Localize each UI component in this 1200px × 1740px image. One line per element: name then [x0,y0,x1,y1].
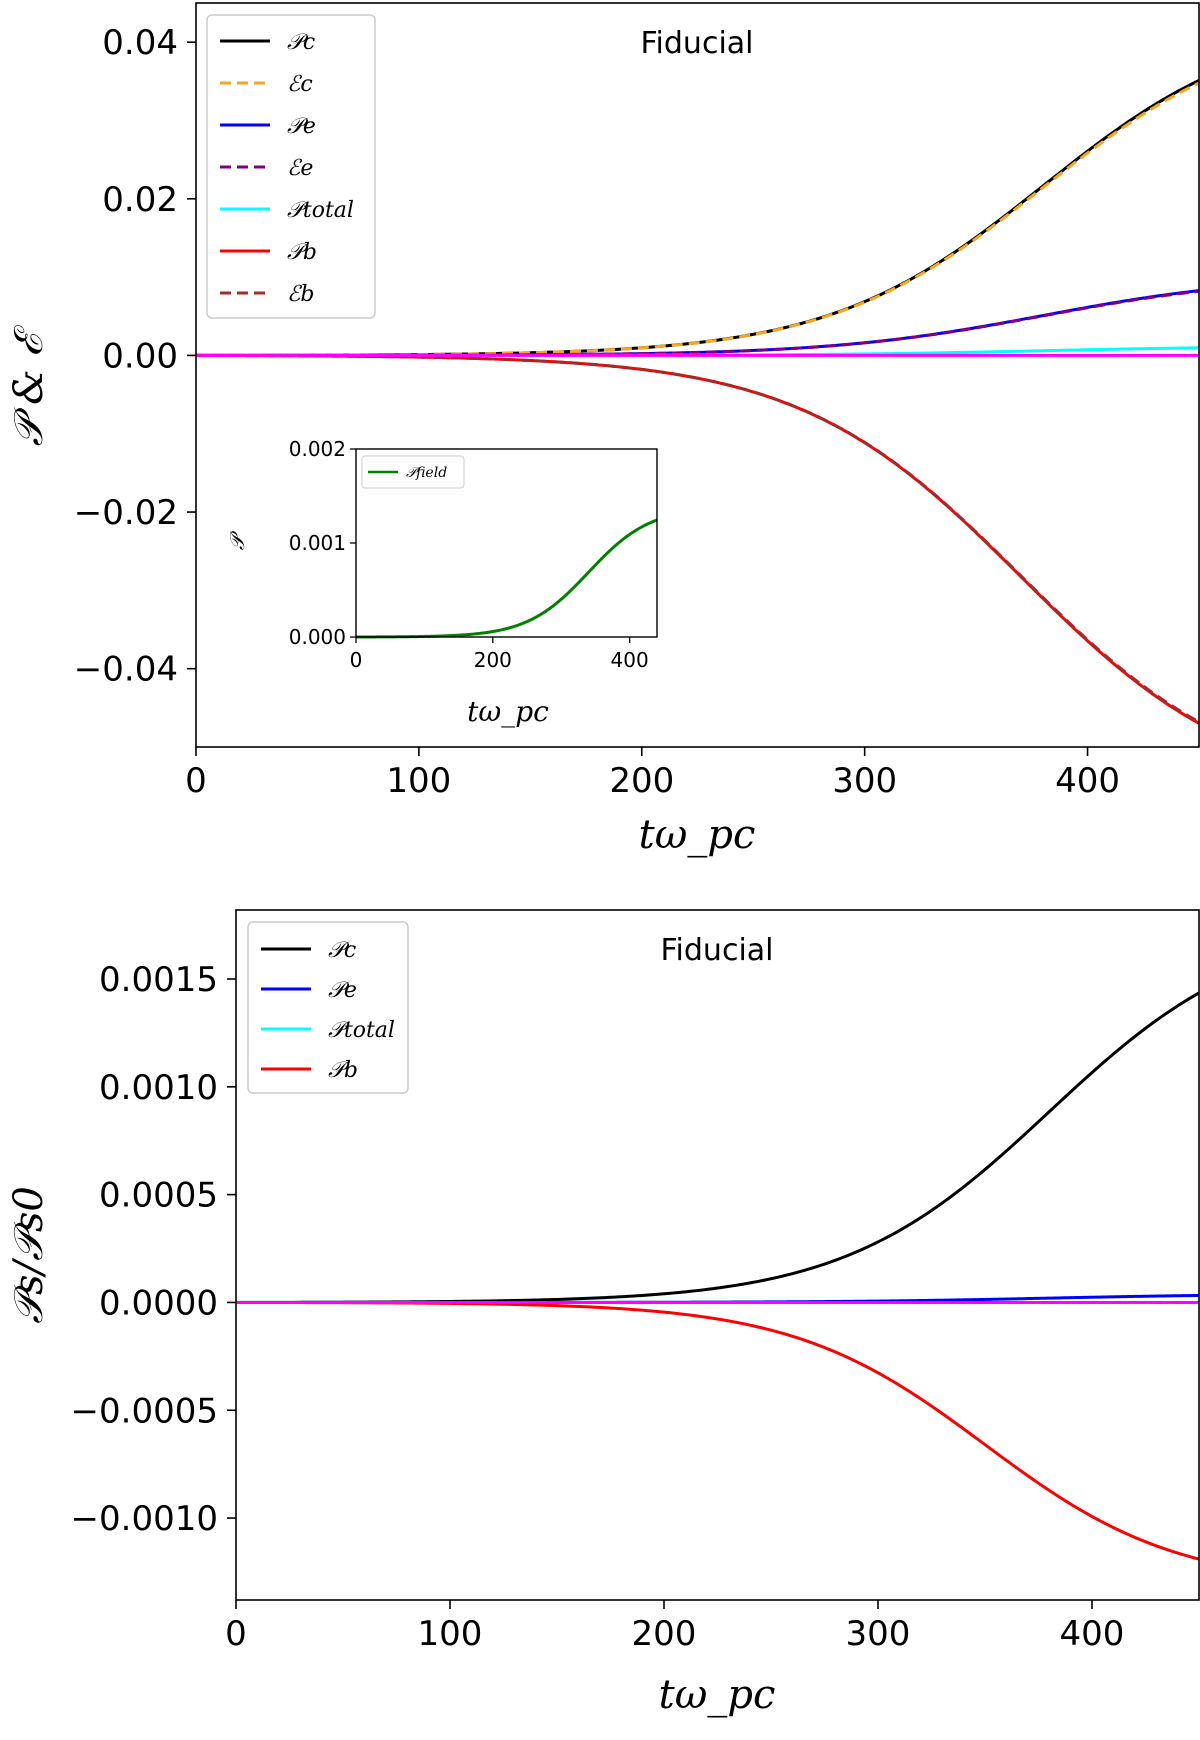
series-lines [236,991,1199,1561]
annotation-fiducial: Fiducial [640,26,753,61]
legend-label: 𝒫b [328,1058,358,1083]
legend: 𝒫c ℰc 𝒫e ℰe 𝒫total 𝒫b ℰb [206,14,376,319]
inset-x-tick-label: 400 [611,648,649,672]
x-tick-label: 0 [225,1614,247,1654]
x-tick-label: 300 [832,761,897,801]
x-axis-label: tω_pc [639,812,756,858]
x-tick-label: 100 [386,761,451,801]
inset-x-tick-label: 200 [474,648,512,672]
series-line-6 [196,353,1199,724]
y-tick-label: −0.02 [74,493,178,533]
series-lines [196,79,1199,725]
y-tick-label: −0.0010 [71,1499,218,1539]
legend-box [247,921,409,1094]
x-tick-label: 100 [418,1614,483,1654]
inset-y-axis-label: 𝒫 [225,530,249,550]
y-tick-label: −0.0005 [71,1391,218,1431]
y-axis-label: 𝒫 & ℰ [6,325,52,447]
y-tick-label: 0.0005 [99,1176,218,1216]
y-axis-label: 𝒫s/𝒫s0 [6,1186,52,1324]
plot-frame [235,909,1200,1601]
series-line-3 [236,1300,1199,1561]
y-tick-label: 0.04 [102,23,178,63]
y-tick-label: −0.04 [74,650,178,690]
x-tick-label: 200 [609,761,674,801]
inset-x-axis-label: tω_pc [467,695,549,728]
inset-legend-label: 𝒫field [406,465,447,481]
inset-legend-box [361,455,465,489]
y-tick-label: 0.0000 [99,1283,218,1323]
legend-label: ℰe [287,156,313,181]
x-tick-label: 400 [1060,1614,1125,1654]
x-tick-label: 200 [632,1614,697,1654]
legend: 𝒫c 𝒫e 𝒫total 𝒫b [247,921,409,1094]
x-tick-label: 300 [846,1614,911,1654]
plot-frame [195,2,1200,748]
legend-label: 𝒫b [287,240,317,265]
inset-x-tick-label: 0 [350,648,363,672]
series-line-3 [196,289,1199,357]
y-tick-label: 0.0010 [99,1068,218,1108]
x-axis-label: tω_pc [659,1672,776,1718]
chart-panel-2: 0 100 200 300 400 0.0015 0.0010 0.0005 0.0000 −0.… [6,909,1200,1718]
inset-y-tick-label: 0.002 [289,437,346,461]
series-line-1 [196,81,1199,357]
x-tick-label: 400 [1055,761,1120,801]
legend-label: 𝒫total [328,1018,395,1043]
y-tick-label: 0.00 [102,336,178,376]
y-tick-label: 0.02 [102,180,178,220]
legend-label: 𝒫c [328,938,356,963]
legend-label: 𝒫e [287,114,316,139]
legend-label: 𝒫total [287,198,354,223]
legend-label: 𝒫c [287,30,315,55]
inset-y-tick-label: 0.000 [289,625,346,649]
legend-label: 𝒫e [328,978,357,1003]
inset-chart: 0 200 400 0.002 0.001 0.000 tω_pc 𝒫 𝒫field [225,437,658,728]
legend-label: ℰb [287,282,314,307]
x-tick-label: 0 [185,761,207,801]
series-line-5 [196,353,1199,725]
legend-box [206,14,376,319]
chart-panel-1: 0 100 200 300 400 0.04 0.02 0.00 −0.02 −0.04 tω_pc… [6,2,1200,858]
inset-y-tick-label: 0.001 [289,531,346,555]
legend-label: ℰc [287,72,313,97]
annotation-fiducial: Fiducial [660,933,773,968]
y-tick-label: 0.0015 [99,960,218,1000]
